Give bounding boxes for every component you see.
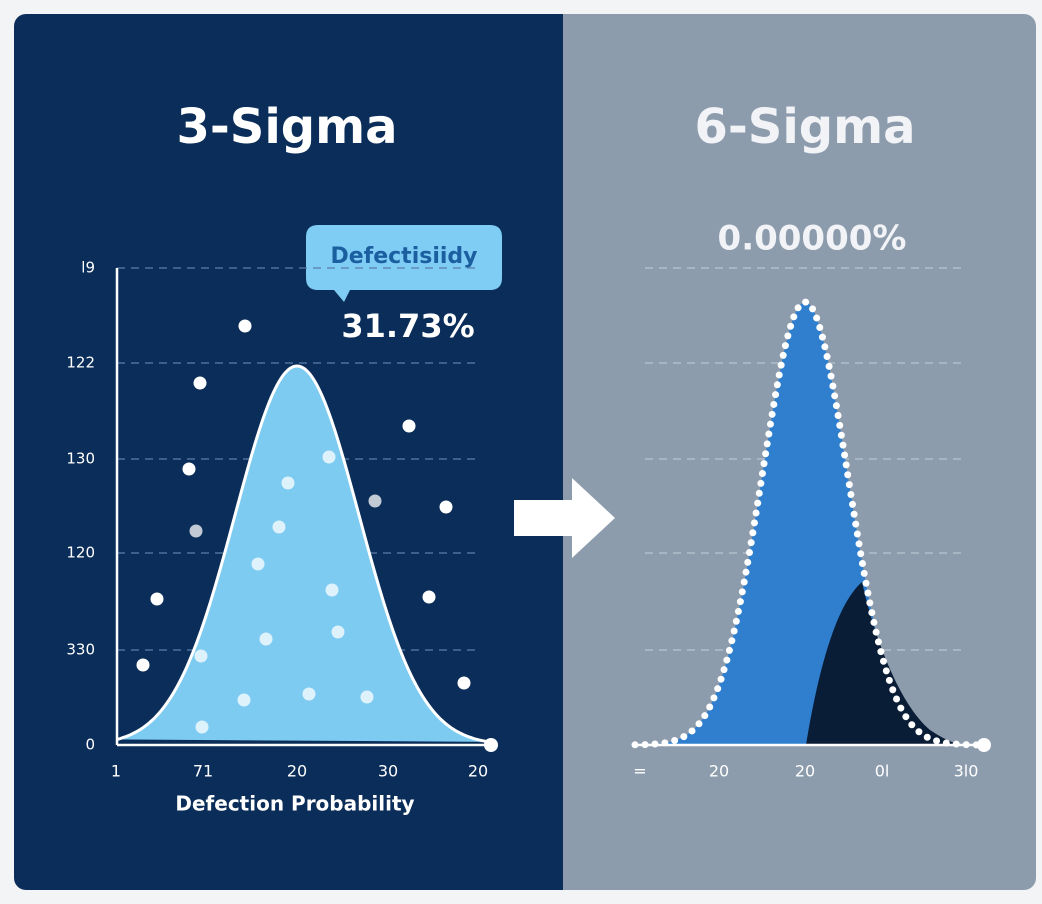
scatter-dot: [251, 557, 265, 571]
x-tick-label: 30: [378, 762, 398, 781]
scatter-dot: [189, 524, 203, 538]
left-curve-fill: [117, 366, 489, 742]
scatter-dot: [422, 590, 436, 604]
badge: [306, 225, 502, 302]
axis-end: [484, 738, 498, 752]
scatter-dot: [136, 658, 150, 672]
scatter-dot: [302, 687, 316, 701]
y-tick-label: 0: [85, 736, 95, 754]
scatter-dot: [325, 583, 339, 597]
x-tick-label: 20: [709, 762, 729, 781]
x-tick-label: 0l: [875, 762, 890, 781]
left-value: 31.73%: [341, 307, 474, 345]
y-tick-label: 122: [66, 354, 95, 372]
scatter-dot: [360, 690, 374, 704]
scatter-dot: [331, 625, 345, 639]
y-tick-label: 130: [66, 450, 95, 468]
axis-end: [977, 738, 991, 752]
scatter-dot: [281, 476, 295, 490]
x-tick-label: 71: [193, 762, 213, 781]
charts: l9 122 130 120 330 01 71 20 30 20 = 20 20 0l 3l0: [66, 259, 991, 781]
x-tick-label: 3l0: [954, 762, 979, 781]
arrow: [514, 478, 615, 558]
y-tick-label: l9: [81, 259, 95, 277]
scatter-dot: [182, 462, 196, 476]
y-tick-label: 120: [66, 544, 95, 562]
scatter-dot: [150, 592, 164, 606]
badge-text: Defectisiidy: [330, 244, 477, 269]
scatter-dot: [322, 450, 336, 464]
scatter-dot: [193, 376, 207, 390]
y-tick-label: 330: [66, 641, 95, 659]
x-axis-label: Defection Probability: [175, 792, 414, 816]
scatter-dot: [402, 419, 416, 433]
scatter-dot: [368, 494, 382, 508]
scatter-dot: [457, 676, 471, 690]
right-curve-fill: [635, 302, 985, 745]
scatter-dot: [238, 319, 252, 333]
left-title: 3-Sigma: [176, 99, 397, 155]
x-tick-label: 20: [287, 762, 307, 781]
scatter-dot: [194, 649, 208, 663]
x-tick-label: 20: [795, 762, 815, 781]
scatter-dot: [439, 500, 453, 514]
x-tick-label: 1: [111, 762, 121, 781]
scatter-dot: [195, 720, 209, 734]
scatter-dot: [259, 632, 273, 646]
x-tick-label: 20: [468, 762, 488, 781]
left-curve: [116, 364, 490, 744]
scatter-dot: [272, 520, 286, 534]
right-title: 6-Sigma: [694, 99, 915, 155]
x-tick-label: =: [633, 762, 646, 781]
right-value: 0.00000%: [718, 219, 907, 259]
scatter-dot: [237, 693, 251, 707]
right-curve: [631, 298, 989, 749]
